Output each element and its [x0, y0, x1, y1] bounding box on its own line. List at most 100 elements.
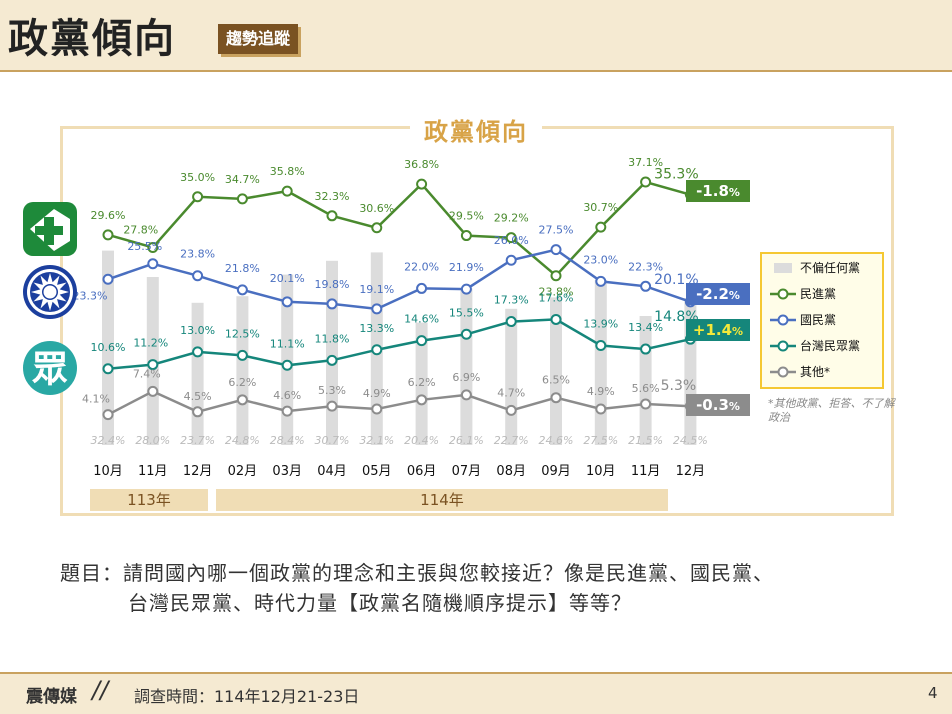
- other-point: [505, 404, 517, 416]
- dpp-point: [595, 221, 607, 233]
- other-point: [326, 400, 338, 412]
- undecided-bar-label: 26.1%: [449, 434, 484, 447]
- other-point: [236, 394, 248, 406]
- other-point: [416, 394, 428, 406]
- dpp-point: [281, 185, 293, 197]
- other-value-label: 5.3%: [318, 384, 346, 397]
- dpp-value-label: 29.2%: [494, 212, 529, 225]
- kmt-point: [192, 270, 204, 282]
- kmt-value-label: 21.9%: [449, 261, 484, 274]
- other-value-label: 4.7%: [497, 386, 525, 399]
- tpp-point: [595, 340, 607, 352]
- undecided-bar-label: 21.5%: [628, 434, 663, 447]
- tpp-point: [550, 313, 562, 325]
- other-value-label: 4.9%: [363, 387, 391, 400]
- x-tick-label: 05月: [362, 464, 392, 479]
- legend-line-swatch: [770, 366, 796, 378]
- dpp-point: [192, 191, 204, 203]
- dpp-logo: [22, 201, 78, 257]
- dpp-point: [416, 178, 428, 190]
- undecided-bar-label: 20.4%: [404, 434, 439, 447]
- series-lines: [102, 176, 696, 421]
- legend-note: *其他政黨、拒答、不了解政治: [768, 397, 895, 424]
- kmt-point: [147, 258, 159, 270]
- header-bar: 政黨傾向 趨勢追蹤: [0, 0, 952, 72]
- dpp-point: [460, 230, 472, 242]
- footer-separator: //: [92, 676, 109, 704]
- kmt-point: [416, 282, 428, 294]
- other-value-label: 7.4%: [133, 367, 161, 380]
- dpp-point: [371, 222, 383, 234]
- dpp-value-label: 37.1%: [628, 156, 663, 169]
- kmt-change-badge: -2.2%: [686, 283, 750, 305]
- kmt-point: [505, 254, 517, 266]
- undecided-bar-label: 32.4%: [91, 434, 126, 447]
- undecided-bar-label: 28.0%: [135, 434, 170, 447]
- tpp-value-label: 17.3%: [494, 294, 529, 307]
- page-number: 4: [928, 684, 938, 702]
- tpp-value-label: 11.2%: [133, 337, 168, 350]
- kmt-value-label: 26.0%: [494, 234, 529, 247]
- x-tick-label: 09月: [541, 464, 571, 479]
- tpp-value-label: 17.6%: [539, 291, 574, 304]
- chart-title: 政黨傾向: [410, 112, 542, 147]
- kmt-value-label: 23.8%: [180, 248, 215, 261]
- dpp-value-label: 36.8%: [404, 158, 439, 171]
- undecided-bar: [102, 250, 114, 445]
- x-tick-label: 10月: [93, 464, 123, 479]
- tpp-value-label: 14.6%: [404, 313, 439, 326]
- other-value-label: 5.6%: [632, 382, 660, 395]
- dpp-value-label: 23.8%: [539, 286, 574, 299]
- kmt-point: [281, 296, 293, 308]
- undecided-bar-label: 24.8%: [225, 434, 260, 447]
- kmt-point: [236, 284, 248, 296]
- undecided-bar-label: 32.1%: [359, 434, 394, 447]
- dpp-point: [147, 242, 159, 254]
- tpp-line: [107, 318, 691, 371]
- dpp-line: [107, 180, 691, 278]
- kmt-value-label: 23.0%: [583, 253, 618, 266]
- x-axis: 10月 11月 12月 02月 03月 04月 05月 06月 07月 08月 09月 10月 11月 1…: [93, 464, 705, 479]
- legend: 不偏任何黨 民進黨 國民黨 台灣民眾黨 其他*: [760, 252, 884, 389]
- footer-bar: 震傳媒 // 調查時間：114年12月21-23日 4: [0, 672, 952, 714]
- tpp-value-label: 15.5%: [449, 306, 484, 319]
- x-tick-label: 11月: [631, 464, 661, 479]
- kmt-value-label: 22.3%: [628, 260, 663, 273]
- dpp-value-label: 29.5%: [449, 210, 484, 223]
- undecided-bar: [415, 322, 428, 445]
- x-tick-label: 08月: [496, 464, 526, 479]
- kmt-value-label: 25.5%: [127, 240, 162, 253]
- kmt-logo: [22, 264, 78, 320]
- header-badge: 趨勢追蹤: [218, 24, 299, 54]
- tpp-value-label: 13.0%: [180, 324, 215, 337]
- undecided-bar: [460, 288, 473, 445]
- other-value-label: 4.9%: [587, 385, 615, 398]
- undecided-bar: [505, 308, 518, 445]
- kmt-line: [107, 248, 691, 311]
- tpp-value-label: 11.1%: [270, 337, 305, 350]
- legend-line-swatch: [770, 340, 796, 352]
- other-point: [147, 385, 159, 397]
- tpp-point: [640, 343, 652, 355]
- tpp-point: [102, 363, 114, 375]
- other-point: [371, 403, 383, 415]
- kmt-value-label: 23.3%: [73, 289, 108, 302]
- x-tick-label: 04月: [317, 464, 347, 479]
- other-point: [460, 389, 472, 401]
- other-value-label: 6.2%: [408, 376, 436, 389]
- kmt-value-label: 21.8%: [225, 262, 260, 275]
- tpp-change-badge: +1.4%: [686, 319, 750, 341]
- dpp-value-label: 35.3%: [654, 167, 698, 183]
- undecided-bars: [102, 250, 697, 445]
- other-value-label: 4.6%: [273, 389, 301, 402]
- kmt-point: [640, 280, 652, 292]
- footer-source: 震傳媒: [26, 687, 77, 707]
- other-point: [281, 405, 293, 417]
- year-bar-113: 113年: [90, 489, 208, 511]
- survey-date: 調查時間：114年12月21-23日: [134, 687, 360, 706]
- svg-text:眾: 眾: [31, 349, 68, 390]
- other-change-badge: -0.3%: [686, 394, 750, 416]
- tpp-value-label: 13.3%: [359, 322, 394, 335]
- dpp-value-label: 27.8%: [123, 224, 158, 237]
- kmt-point: [371, 303, 383, 315]
